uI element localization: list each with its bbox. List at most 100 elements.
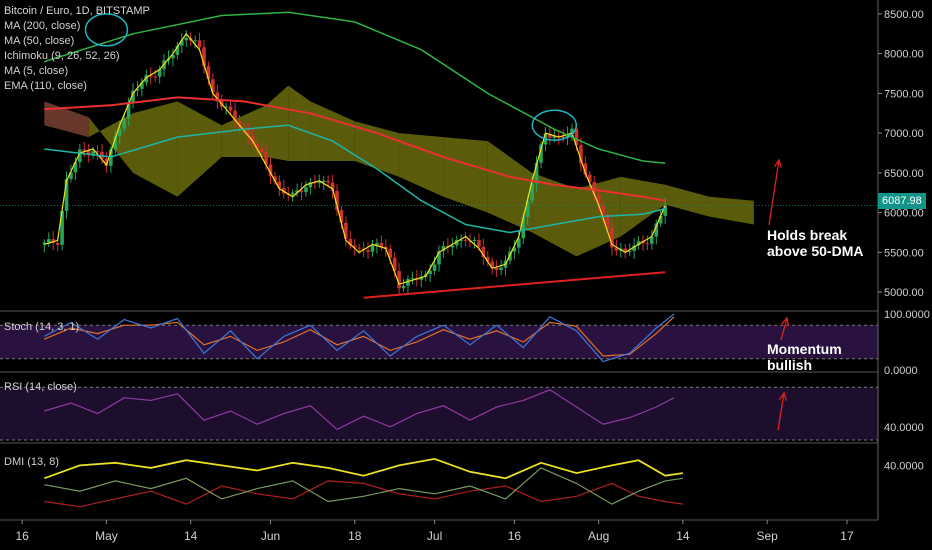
ma200-line: [44, 11, 666, 165]
legend-ma5[interactable]: MA (5, close): [4, 65, 69, 77]
arrow-stoch-shaft: [780, 317, 788, 341]
arrow-rsi-shaft: [777, 392, 785, 431]
price-tick-label: 7500.00: [884, 88, 924, 100]
arrow-price-shaft: [768, 159, 780, 226]
candle-body: [246, 129, 251, 137]
candle-body: [392, 257, 397, 271]
price-tick-label: 5500.00: [884, 247, 924, 259]
candle-body: [60, 210, 64, 245]
ema110-line: [44, 96, 666, 202]
candle-body: [481, 246, 486, 257]
cloud-segment: [399, 133, 444, 197]
price-tick-label: 8000.00: [884, 49, 924, 61]
ma5-line: [44, 32, 666, 285]
candle-body: [587, 174, 592, 183]
candle-body: [330, 182, 335, 191]
candle-body: [86, 151, 91, 155]
candle-body: [268, 164, 273, 177]
candle-body: [454, 240, 459, 246]
candle-body: [521, 216, 526, 239]
arrow-price-head: [773, 158, 782, 168]
candle-body: [148, 75, 153, 77]
cloud-segment: [44, 101, 89, 138]
candle-body: [658, 215, 663, 224]
candle-body: [663, 205, 667, 216]
candle-body: [556, 135, 561, 137]
candle-body: [78, 149, 82, 163]
legend-ma50[interactable]: MA (50, close): [4, 35, 75, 47]
cloud-segment: [133, 101, 178, 197]
candle-body: [437, 251, 441, 265]
cloud-segment: [177, 101, 222, 197]
candle-body: [157, 69, 162, 77]
candle-body: [406, 278, 410, 286]
candle-body: [650, 236, 654, 244]
x-tick-label: May: [95, 529, 118, 543]
x-tick-label: Jul: [427, 529, 442, 543]
candle-body: [592, 182, 597, 195]
legend-ma200[interactable]: MA (200, close): [4, 20, 81, 32]
candle-body: [339, 210, 344, 223]
candle-body: [512, 247, 517, 252]
x-tick-label: 14: [184, 529, 198, 543]
candle-body: [579, 145, 583, 164]
candle-body: [654, 223, 659, 237]
arrow-rsi-head: [778, 391, 787, 401]
candle-body: [295, 190, 299, 193]
x-tick-label: 16: [508, 529, 522, 543]
candle-body: [304, 187, 308, 193]
candle-body: [636, 240, 641, 246]
candle-body: [410, 277, 415, 279]
legend-rsi[interactable]: RSI (14, close): [4, 381, 77, 393]
legend-stoch[interactable]: Stoch (14, 3, 1): [4, 321, 80, 333]
cloud-segment: [88, 113, 134, 173]
candle-body: [335, 190, 339, 211]
cloud-segment: [487, 141, 533, 233]
candle-body: [113, 136, 118, 150]
candle-body: [375, 243, 379, 246]
candle-body: [574, 128, 579, 146]
legend-dmi[interactable]: DMI (13, 8): [4, 456, 60, 468]
candle-body: [348, 238, 353, 246]
candle-body: [494, 267, 499, 271]
price-tick-label: 7000.00: [884, 128, 924, 140]
candle-body: [525, 200, 530, 217]
candle-body: [95, 151, 100, 153]
candle-body: [534, 162, 539, 184]
cloud-segment: [443, 137, 488, 213]
candle-body: [317, 182, 322, 184]
legend-ichimoku[interactable]: Ichimoku (9, 26, 52, 26): [4, 50, 120, 62]
x-tick-label: Sep: [756, 529, 778, 543]
candle-body: [565, 134, 570, 139]
candle-body: [51, 239, 56, 243]
x-tick-label: Jun: [261, 529, 280, 543]
candle-body: [530, 183, 534, 201]
candle-body: [645, 243, 650, 245]
dmi-adx-line: [43, 457, 684, 480]
candle-body: [485, 256, 490, 262]
legend-ema110[interactable]: EMA (110, close): [4, 80, 87, 92]
chart-title: Bitcoin / Euro, 1D, BITSTAMP: [4, 5, 150, 17]
candle-body: [601, 205, 605, 215]
candle-body: [490, 261, 495, 268]
x-tick-label: 16: [15, 529, 29, 543]
candle-body: [370, 245, 375, 252]
candle-body: [91, 151, 95, 155]
candle-body: [144, 75, 149, 83]
candle-body: [290, 192, 295, 195]
candle-body: [397, 270, 401, 289]
candle-body: [463, 239, 468, 241]
candle-body: [233, 110, 237, 122]
cloud-segment: [665, 184, 710, 217]
candle-body: [73, 162, 78, 173]
candle-body: [499, 267, 503, 271]
x-tick-label: 14: [676, 529, 690, 543]
candle-body: [126, 102, 131, 119]
stoch-tick-label: 100.0000: [884, 309, 930, 321]
candle-body: [255, 144, 259, 148]
cloud-segment: [266, 85, 289, 161]
candle-body: [321, 180, 326, 183]
candle-body: [610, 228, 614, 248]
candle-body: [211, 79, 215, 93]
